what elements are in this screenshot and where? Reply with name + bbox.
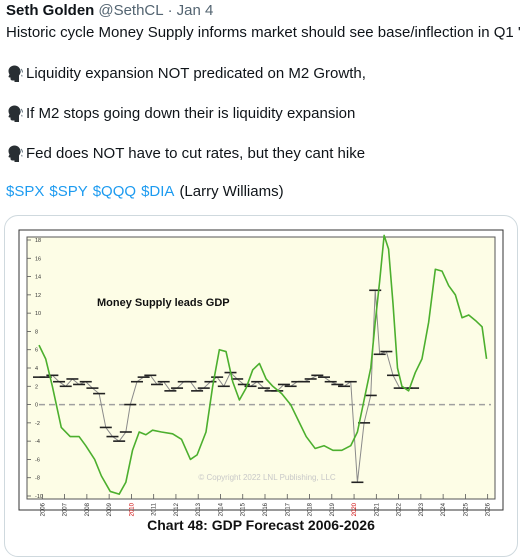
chart-title: Chart 48: GDP Forecast 2006-2026 (147, 517, 375, 533)
series-black-connector (39, 290, 414, 483)
author-name[interactable]: Seth Golden (6, 2, 95, 19)
cashtag-dia[interactable]: $DIA (141, 183, 175, 200)
x-tick-label: 2023 (419, 502, 425, 516)
tweet-text-line-4: Fed does NOT have to cut rates, but they… (6, 144, 365, 162)
tweet-date[interactable]: Jan 4 (176, 2, 214, 19)
tweet-media-card[interactable]: 18 16 14 12 10 8 6 4 2 0 -2 -4 -6 -8 -10 2006 2007 2008 2… (4, 215, 518, 557)
tweet-text-line-1: Historic cycle Money Supply informs mark… (6, 24, 520, 41)
tweet-text-line-2: Liquidity expansion NOT predicated on M2… (6, 64, 366, 82)
x-tick-label: 2020 (352, 502, 358, 516)
x-tick-label: 2013 (196, 502, 202, 516)
x-tick-label: 2014 (218, 502, 224, 516)
bullet-text-m2: If M2 stops going down their is liquidit… (26, 104, 356, 122)
y-tick-label: 0 (35, 403, 38, 409)
x-tick-label: 2017 (285, 502, 291, 516)
x-tick-label: 2026 (486, 502, 492, 516)
chart-frame: 18 16 14 12 10 8 6 4 2 0 -2 -4 -6 -8 -10 2006 2007 2008 2… (17, 228, 505, 540)
gdp-forecast-chart: 18 16 14 12 10 8 6 4 2 0 -2 -4 -6 -8 -10 2006 2007 2008 2… (18, 229, 504, 533)
x-tick-label: 2007 (63, 502, 69, 516)
y-tick-label: 6 (35, 348, 38, 354)
speaking-head-icon (8, 105, 23, 122)
x-tick-label: 2008 (85, 502, 91, 516)
chart-watermark: © Copyright 2022 LNL Publishing, LLC (198, 473, 335, 482)
cashtag-qqq[interactable]: $QQQ (92, 183, 137, 200)
x-tick-label: 2015 (241, 502, 247, 516)
y-tick-label: 2 (35, 384, 38, 390)
author-handle[interactable]: @SethCL (98, 2, 164, 19)
y-tick-label: -4 (35, 439, 40, 445)
x-tick-label: 2012 (174, 502, 180, 516)
y-tick-label: 18 (35, 238, 41, 244)
y-tick-label: -8 (35, 476, 40, 482)
chart-annotation: Money Supply leads GDP (97, 297, 230, 309)
y-tick-label: 4 (35, 366, 38, 372)
y-tick-label: 10 (35, 311, 41, 317)
series-green-line (38, 234, 488, 495)
x-tick-label: 2021 (374, 502, 380, 516)
y-tick-label: 14 (35, 275, 41, 281)
x-tick-label: 2024 (441, 502, 447, 516)
header-separator: · (167, 2, 173, 19)
y-tick-label: -2 (35, 421, 40, 427)
bullet-text-fed: Fed does NOT have to cut rates, but they… (26, 144, 366, 162)
y-tick-label: -10 (35, 494, 43, 500)
x-tick-label: 2018 (308, 502, 314, 516)
y-tick-label: 8 (35, 329, 38, 335)
x-tick-label: 2019 (330, 502, 336, 516)
cashtag-spy[interactable]: $SPY (49, 183, 88, 200)
tweet-header: Seth Golden @SethCL · Jan 4 (6, 2, 213, 22)
y-tick-label: 16 (35, 256, 41, 262)
attribution-text: (Larry Williams) (179, 183, 284, 200)
bullet-text-liquidity: Liquidity expansion NOT predicated on M2… (26, 64, 366, 82)
speaking-head-icon (8, 145, 23, 162)
x-tick-label: 2022 (397, 502, 403, 516)
x-tick-label: 2006 (40, 502, 46, 516)
y-tick-label: -6 (35, 457, 40, 463)
x-tick-label: 2010 (129, 502, 135, 516)
x-tick-label: 2011 (152, 502, 158, 516)
y-tick-label: 12 (35, 293, 41, 299)
speaking-head-icon (8, 65, 23, 82)
x-tick-label: 2009 (107, 502, 113, 516)
tweet-text-line-3: If M2 stops going down their is liquidit… (6, 104, 355, 122)
x-tick-label: 2025 (463, 502, 469, 516)
tweet-text-intro: Historic cycle Money Supply informs mark… (6, 24, 520, 41)
x-tick-label: 2016 (263, 502, 269, 516)
cashtag-spx[interactable]: $SPX (6, 183, 45, 200)
tweet-text-line-5: $SPX $SPY $QQQ $DIA (Larry Williams) (6, 183, 284, 200)
